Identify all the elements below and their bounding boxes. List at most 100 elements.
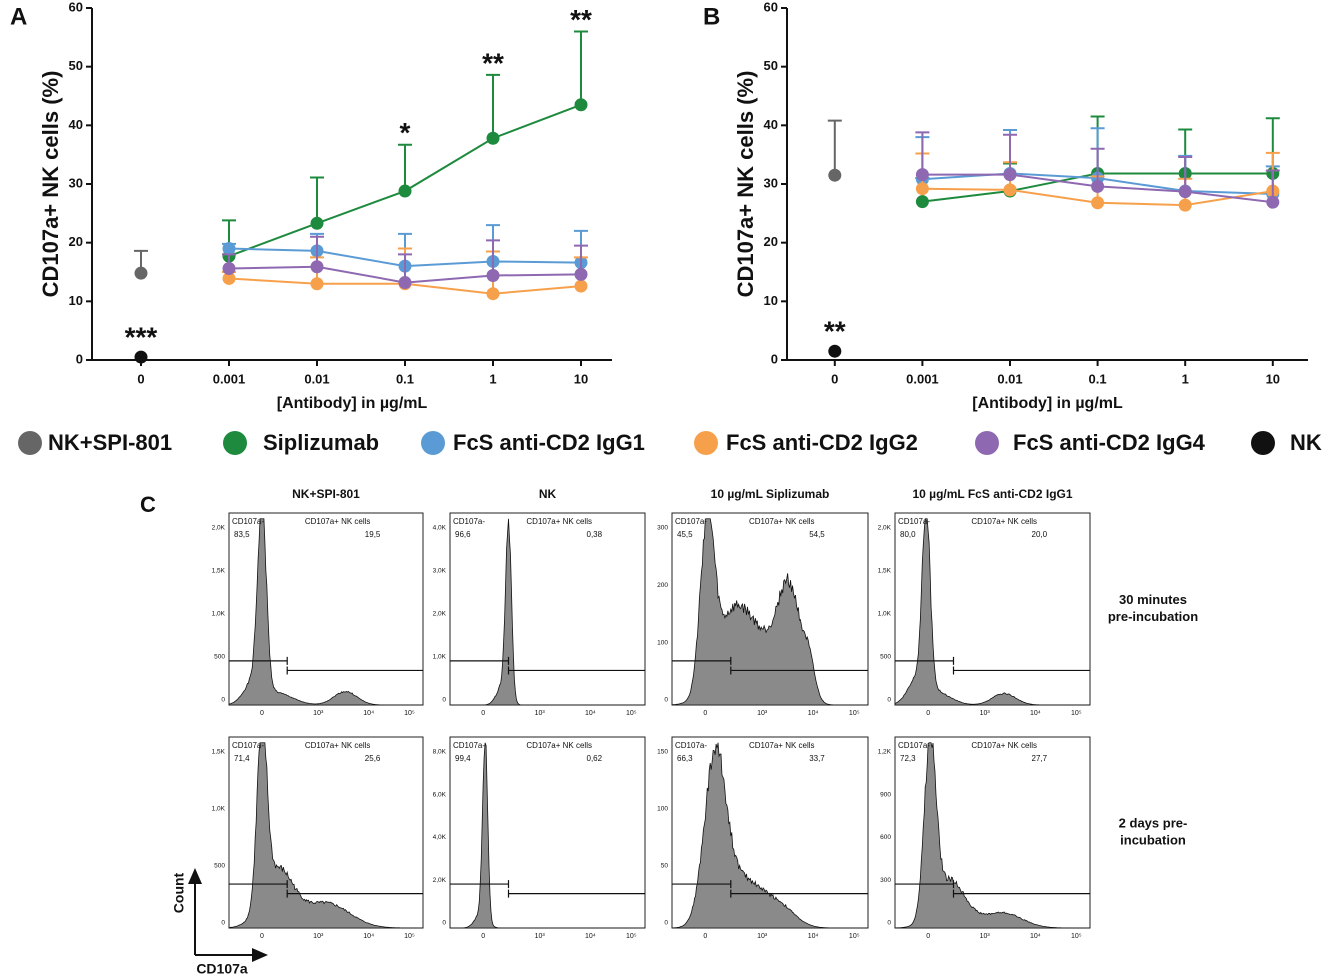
x-tick-label: 0 [137,371,144,386]
gate-positive [952,666,1090,675]
histogram [671,518,868,706]
x-tick-label: 10³ [980,710,991,717]
gate-label: CD107a- [232,741,264,750]
x-tick-label: 0.01 [997,371,1022,386]
marker [134,350,148,364]
gate-label: CD107a+ NK cells [971,741,1037,750]
arrow-head [188,868,202,884]
gate-label: CD107a+ NK cells [971,517,1037,526]
panel-label: C [140,492,156,517]
x-tick-label: 0 [481,710,485,717]
y-tick-label: 0 [771,351,778,366]
x-tick-label: 10⁵ [626,933,637,940]
gate-label: CD107a+ NK cells [526,517,592,526]
significance: ** [824,316,846,347]
gate-value: 54,5 [809,530,825,539]
histogram [894,742,1091,929]
legend-swatch [1251,431,1275,455]
x-tick-label: 0.1 [396,371,414,386]
legend-swatch [694,431,718,455]
gate-value: 72,3 [900,754,916,763]
y-tick-label: 10 [764,293,778,308]
y-tick-label: 500 [214,863,225,870]
y-axis-label: Count [171,872,187,913]
marker [310,216,324,230]
gate-value: 25,6 [365,754,381,763]
gate-label: CD107a- [675,741,707,750]
x-tick-label: 10⁵ [404,933,415,940]
gate-value: 83,5 [234,530,250,539]
error-bar [827,119,842,176]
x-tick-label: 10⁵ [849,933,860,940]
marker [1003,183,1017,197]
x-tick-label: 10³ [313,710,324,717]
y-tick-label: 50 [764,58,778,73]
marker [1003,168,1017,182]
marker [574,267,588,281]
gate-value: 45,5 [677,530,693,539]
gate-negative [895,656,955,665]
gate-label: CD107a+ NK cells [305,741,371,750]
y-tick-label: 300 [880,877,891,884]
y-tick-label: 0 [887,697,891,704]
histogram-frame [449,512,646,706]
x-tick-label: 10⁵ [626,710,637,717]
gate-positive [952,889,1090,898]
x-tick-label: 10⁴ [1030,710,1041,717]
marker [1091,179,1105,193]
significance: ** [482,47,504,78]
error-bar [915,131,930,175]
y-tick-label: 1,5K [212,568,226,575]
x-tick-label: 10 [1266,371,1280,386]
y-tick-label: 3,0K [433,568,447,575]
row-label: 30 minutes [1119,592,1187,607]
marker [486,269,500,283]
marker [828,344,842,358]
x-axis-label: CD107a [196,961,248,977]
error-bar [574,30,588,105]
x-tick-label: 10³ [535,710,546,717]
gate-positive [286,666,423,675]
y-tick-label: 8,0K [433,749,447,756]
y-tick-label: 0 [664,920,668,927]
error-bar [486,73,500,139]
y-tick-label: 60 [764,0,778,14]
x-tick-label: 10⁵ [849,710,860,717]
gate-label: CD107a- [453,741,485,750]
gate-value: 66,3 [677,754,693,763]
x-tick-label: 0.1 [1089,371,1107,386]
marker [310,260,324,274]
histogram [228,742,424,929]
histogram [450,518,645,706]
y-tick-label: 1,5K [878,568,892,575]
x-tick-label: 0 [926,710,930,717]
legend-label: NK+SPI-801 [48,430,172,455]
gate-positive [286,889,423,898]
histogram [894,518,1090,706]
x-tick-label: 10⁴ [1030,933,1041,940]
marker [1091,196,1105,210]
significance: * [400,117,411,148]
panel-label: A [10,3,27,30]
x-tick-label: 0.001 [213,371,246,386]
legend-swatch [18,431,42,455]
y-tick-label: 200 [657,582,668,589]
gate-value: 27,7 [1032,754,1048,763]
gate-value: 0,62 [587,754,603,763]
x-tick-label: 10 [574,371,588,386]
y-tick-label: 2,0K [212,525,226,532]
y-tick-label: 1,0K [212,806,226,813]
x-tick-label: 10⁴ [363,710,374,717]
gate-negative [450,880,510,889]
x-tick-label: 10⁴ [585,710,596,717]
row-label: 2 days pre- [1119,815,1188,830]
marker [486,287,500,301]
marker [574,98,588,112]
arrow-head [252,948,268,962]
y-tick-label: 100 [657,639,668,646]
error-bar [398,143,412,192]
y-tick-label: 30 [764,175,778,190]
marker [222,271,236,285]
gate-negative [229,656,288,665]
